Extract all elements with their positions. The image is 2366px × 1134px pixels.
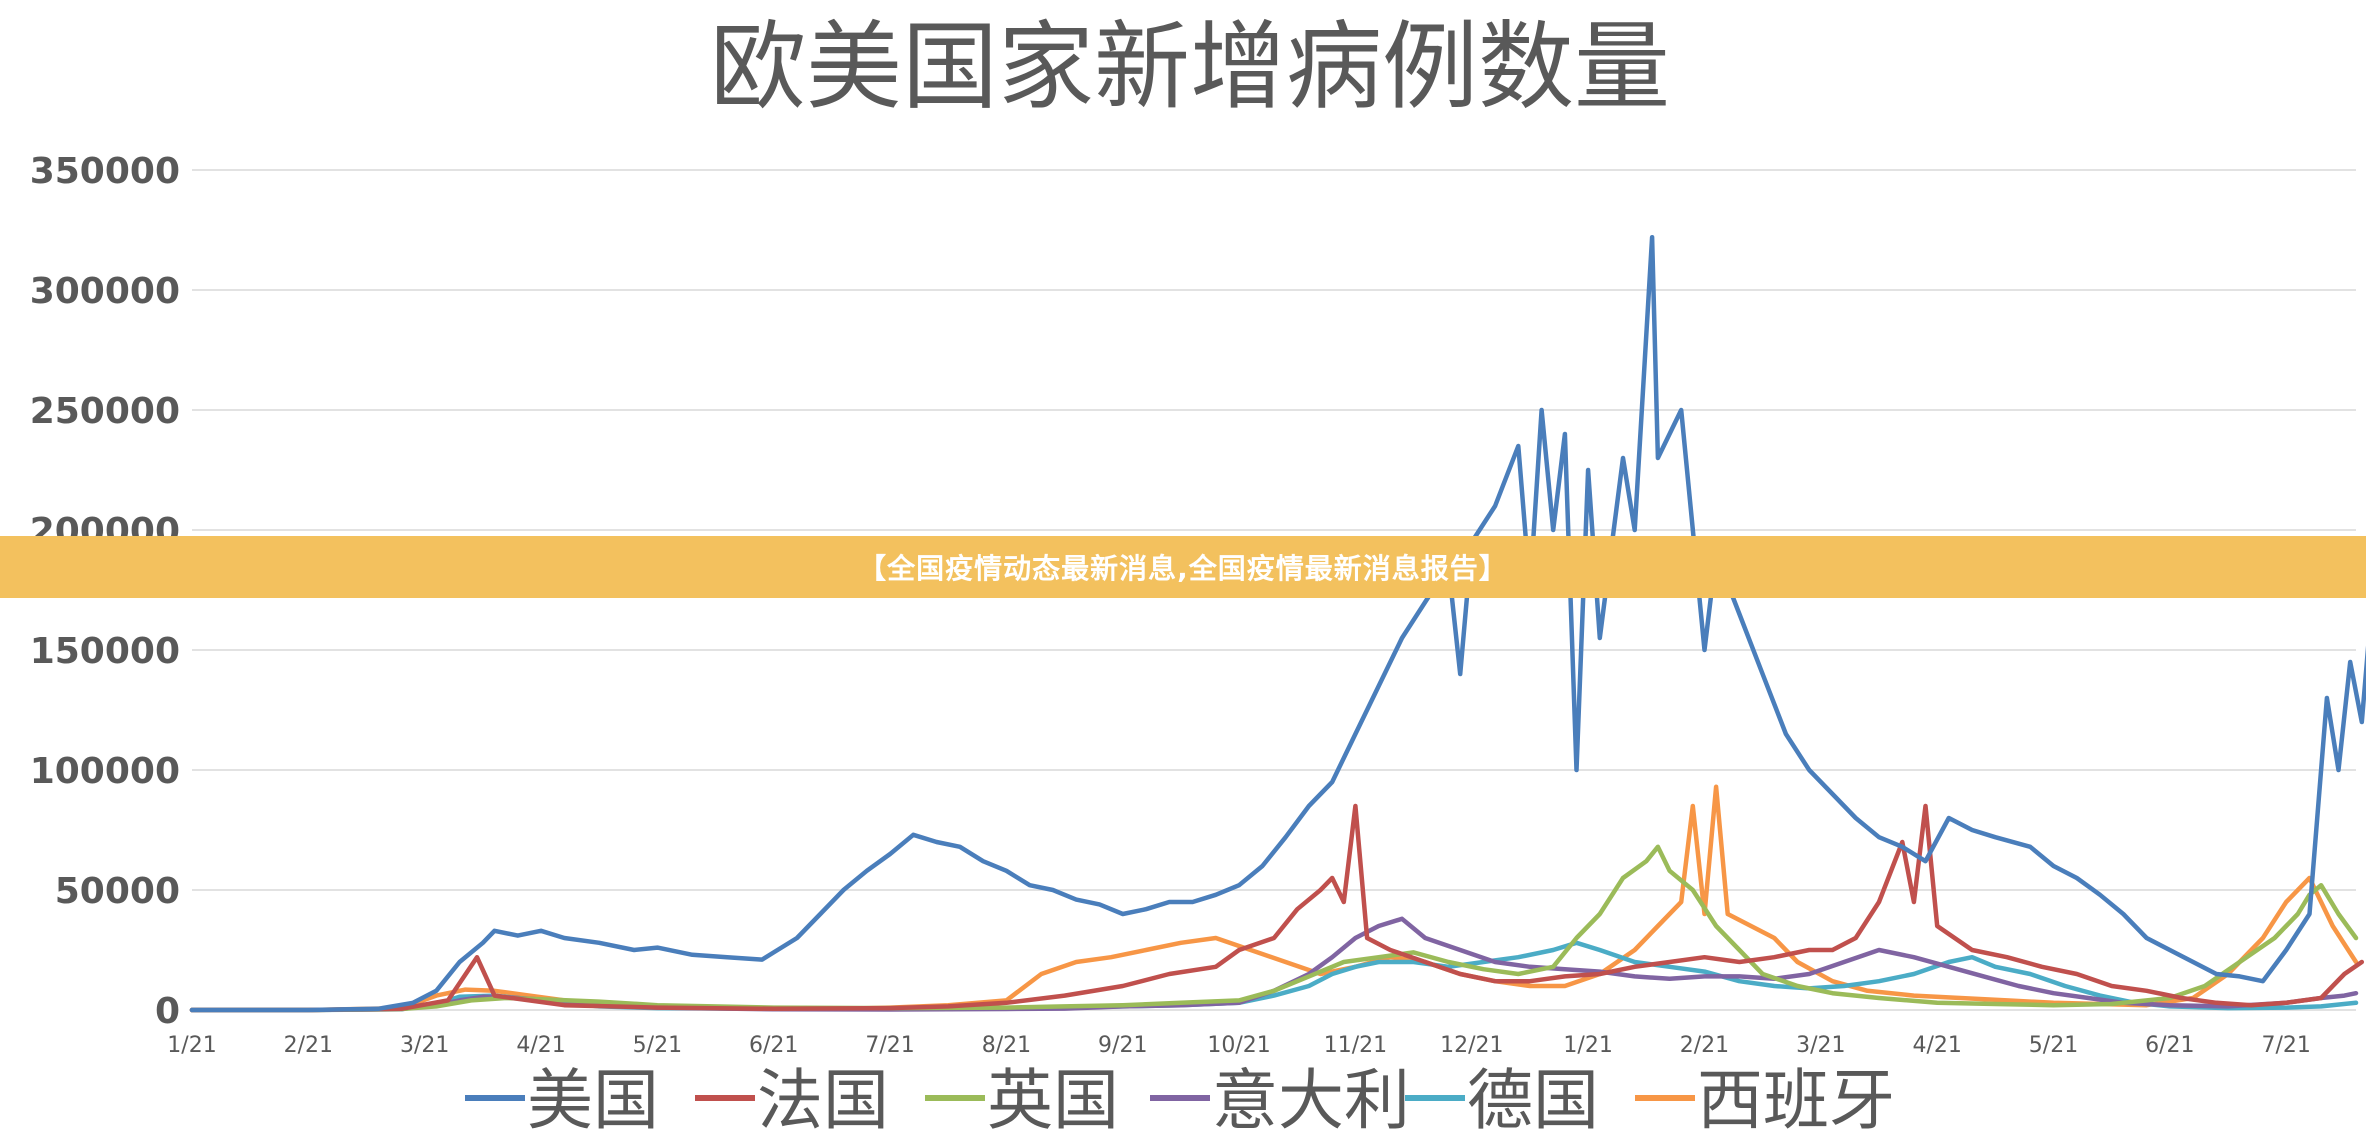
- x-tick-label: 3/21: [1796, 1033, 1845, 1058]
- legend-label: 英国: [987, 1062, 1119, 1134]
- x-tick-label: 1/21: [167, 1033, 216, 1058]
- x-tick-label: 6/21: [2145, 1033, 2194, 1058]
- x-tick-label: 11/21: [1324, 1033, 1387, 1058]
- x-tick-label: 7/21: [2261, 1033, 2310, 1058]
- series-line-2: [189, 844, 2359, 1013]
- x-tick-label: 5/21: [2029, 1033, 2078, 1058]
- x-tick-label: 2/21: [1680, 1033, 1729, 1058]
- y-tick-label: 350000: [30, 151, 180, 192]
- y-tick-label: 250000: [30, 391, 180, 432]
- y-tick-label: 150000: [30, 631, 180, 672]
- y-tick-label: 100000: [30, 751, 180, 792]
- chart-title: 欧美国家新增病例数量: [710, 11, 1670, 123]
- x-tick-label: 4/21: [516, 1033, 565, 1058]
- x-tick-label: 7/21: [865, 1033, 914, 1058]
- y-tick-label: 50000: [55, 871, 180, 912]
- x-tick-label: 9/21: [1098, 1033, 1147, 1058]
- x-axis-ticks: 1/21 2/21 3/21 4/21 5/21 6/21 7/21 8/21 9/21 10/2…: [167, 1033, 2311, 1058]
- banner-text: 【全国疫情动态最新消息,全国疫情最新消息报告】: [858, 552, 1508, 585]
- x-tick-label: 8/21: [982, 1033, 1031, 1058]
- y-tick-label: 0: [155, 991, 180, 1032]
- x-tick-label: 2/21: [284, 1033, 333, 1058]
- legend-label: 美国: [527, 1062, 659, 1134]
- series-lines: [189, 234, 2366, 1013]
- x-tick-label: 3/21: [400, 1033, 449, 1058]
- headline-banner: 【全国疫情动态最新消息,全国疫情最新消息报告】: [0, 536, 2366, 598]
- legend-label: 西班牙: [1697, 1062, 1895, 1134]
- gridlines: [192, 169, 2356, 1011]
- x-tick-label: 6/21: [749, 1033, 798, 1058]
- series-line-0: [189, 234, 2366, 1013]
- x-tick-label: 1/21: [1563, 1033, 1612, 1058]
- legend-label: 德国: [1467, 1062, 1599, 1134]
- series-line-1: [189, 803, 2365, 1013]
- legend-label: 意大利: [1212, 1062, 1410, 1134]
- x-tick-label: 10/21: [1207, 1033, 1270, 1058]
- x-tick-label: 4/21: [1912, 1033, 1961, 1058]
- legend-label: 法国: [757, 1062, 889, 1134]
- x-tick-label: 12/21: [1440, 1033, 1503, 1058]
- legend: 美国 法国 英国 意大利 德国 西班牙: [465, 1062, 1895, 1134]
- x-tick-label: 5/21: [633, 1033, 682, 1058]
- y-axis-ticks: 0500001000001500002000002500003000003500…: [30, 151, 180, 1032]
- y-tick-label: 300000: [30, 271, 180, 312]
